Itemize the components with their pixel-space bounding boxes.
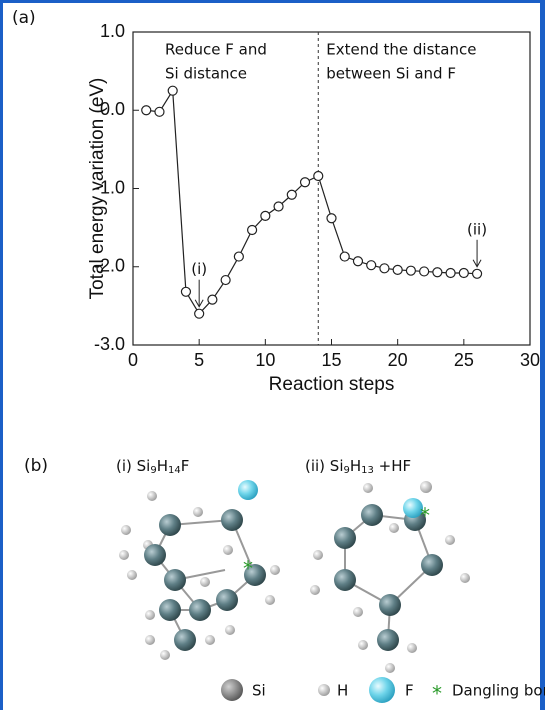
x-tick-label: 25 [454, 350, 474, 370]
data-point [420, 267, 429, 276]
marker-label: (ii) [467, 220, 487, 238]
annotation: Si distance [165, 65, 247, 83]
data-point [327, 214, 336, 223]
page: {"chart_data": {"type": "line", "panel_l… [0, 0, 545, 710]
y-tick-label: 1.0 [100, 21, 125, 41]
data-point [301, 178, 310, 187]
x-tick-label: 30 [520, 350, 540, 370]
annotation: Reduce F and [165, 41, 267, 59]
panel-label: (a) [12, 8, 36, 28]
data-point [459, 269, 468, 278]
legend-label: H [337, 682, 348, 700]
legend-symbol [369, 677, 395, 703]
data-point [248, 225, 257, 234]
molecules: (b) (i) Si9H14F (ii) Si9H13 +HF * * Si H… [24, 456, 545, 706]
data-point [446, 269, 455, 278]
dangling-mark: * [420, 504, 430, 528]
data-point [155, 107, 164, 116]
data-point [181, 287, 190, 296]
x-tick-label: 5 [194, 350, 204, 370]
data-point [221, 276, 230, 285]
annotation: between Si and F [326, 65, 456, 83]
data-point [314, 171, 323, 180]
x-axis-label: Reaction steps [269, 374, 395, 395]
x-tick-label: 15 [321, 350, 341, 370]
x-tick-label: 0 [128, 350, 138, 370]
legend-label: F [405, 682, 414, 700]
data-point [433, 268, 442, 277]
series-line [146, 91, 477, 314]
data-point [340, 252, 349, 261]
legend-symbol [221, 679, 243, 701]
top-rule [0, 0, 545, 3]
data-point [367, 261, 376, 270]
structure-label: (i) Si9H14F [116, 457, 189, 477]
data-point [142, 106, 151, 115]
data-point [234, 252, 243, 261]
legend-label: Si [252, 682, 266, 700]
data-point [393, 265, 402, 274]
dangling-mark: * [243, 557, 253, 581]
data-point [473, 269, 482, 278]
legend-symbol [318, 684, 330, 696]
x-tick-label: 10 [255, 350, 275, 370]
panel-label: (b) [24, 456, 48, 476]
y-tick-label: -3.0 [94, 334, 125, 354]
data-point [406, 266, 415, 275]
left-rule [0, 0, 3, 710]
data-point [353, 257, 362, 266]
legend-symbol: * [432, 682, 442, 706]
figure: -3.0-2.0-1.00.01.0051015202530Reaction s… [0, 0, 545, 710]
x-tick-label: 20 [388, 350, 408, 370]
data-point [168, 86, 177, 95]
marker-label: (i) [191, 260, 207, 278]
legend-label: Dangling bond [452, 682, 545, 700]
data-point [208, 295, 217, 304]
structure-label: (ii) Si9H13 +HF [305, 457, 411, 477]
data-point [195, 309, 204, 318]
bonds [155, 515, 432, 640]
data-point [380, 264, 389, 273]
data-point [287, 190, 296, 199]
annotation: Extend the distance [326, 41, 476, 59]
right-rule [540, 0, 545, 710]
y-axis-label: Total energy variation (eV) [87, 78, 108, 300]
data-point [261, 211, 270, 220]
fluorine-atom [238, 480, 258, 500]
data-point [274, 202, 283, 211]
